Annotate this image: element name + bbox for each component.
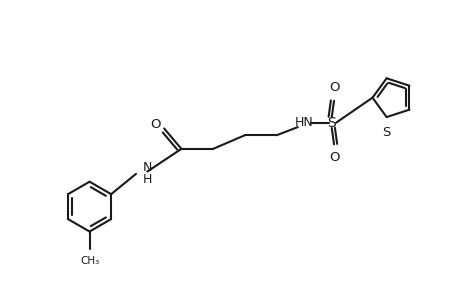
Text: O: O (151, 118, 161, 131)
Text: S: S (327, 116, 336, 130)
Text: HN: HN (295, 116, 313, 129)
Text: O: O (328, 151, 339, 164)
Text: O: O (328, 81, 339, 94)
Text: S: S (381, 126, 390, 139)
Text: N: N (142, 161, 152, 174)
Text: CH₃: CH₃ (80, 256, 99, 266)
Text: H: H (142, 173, 152, 186)
